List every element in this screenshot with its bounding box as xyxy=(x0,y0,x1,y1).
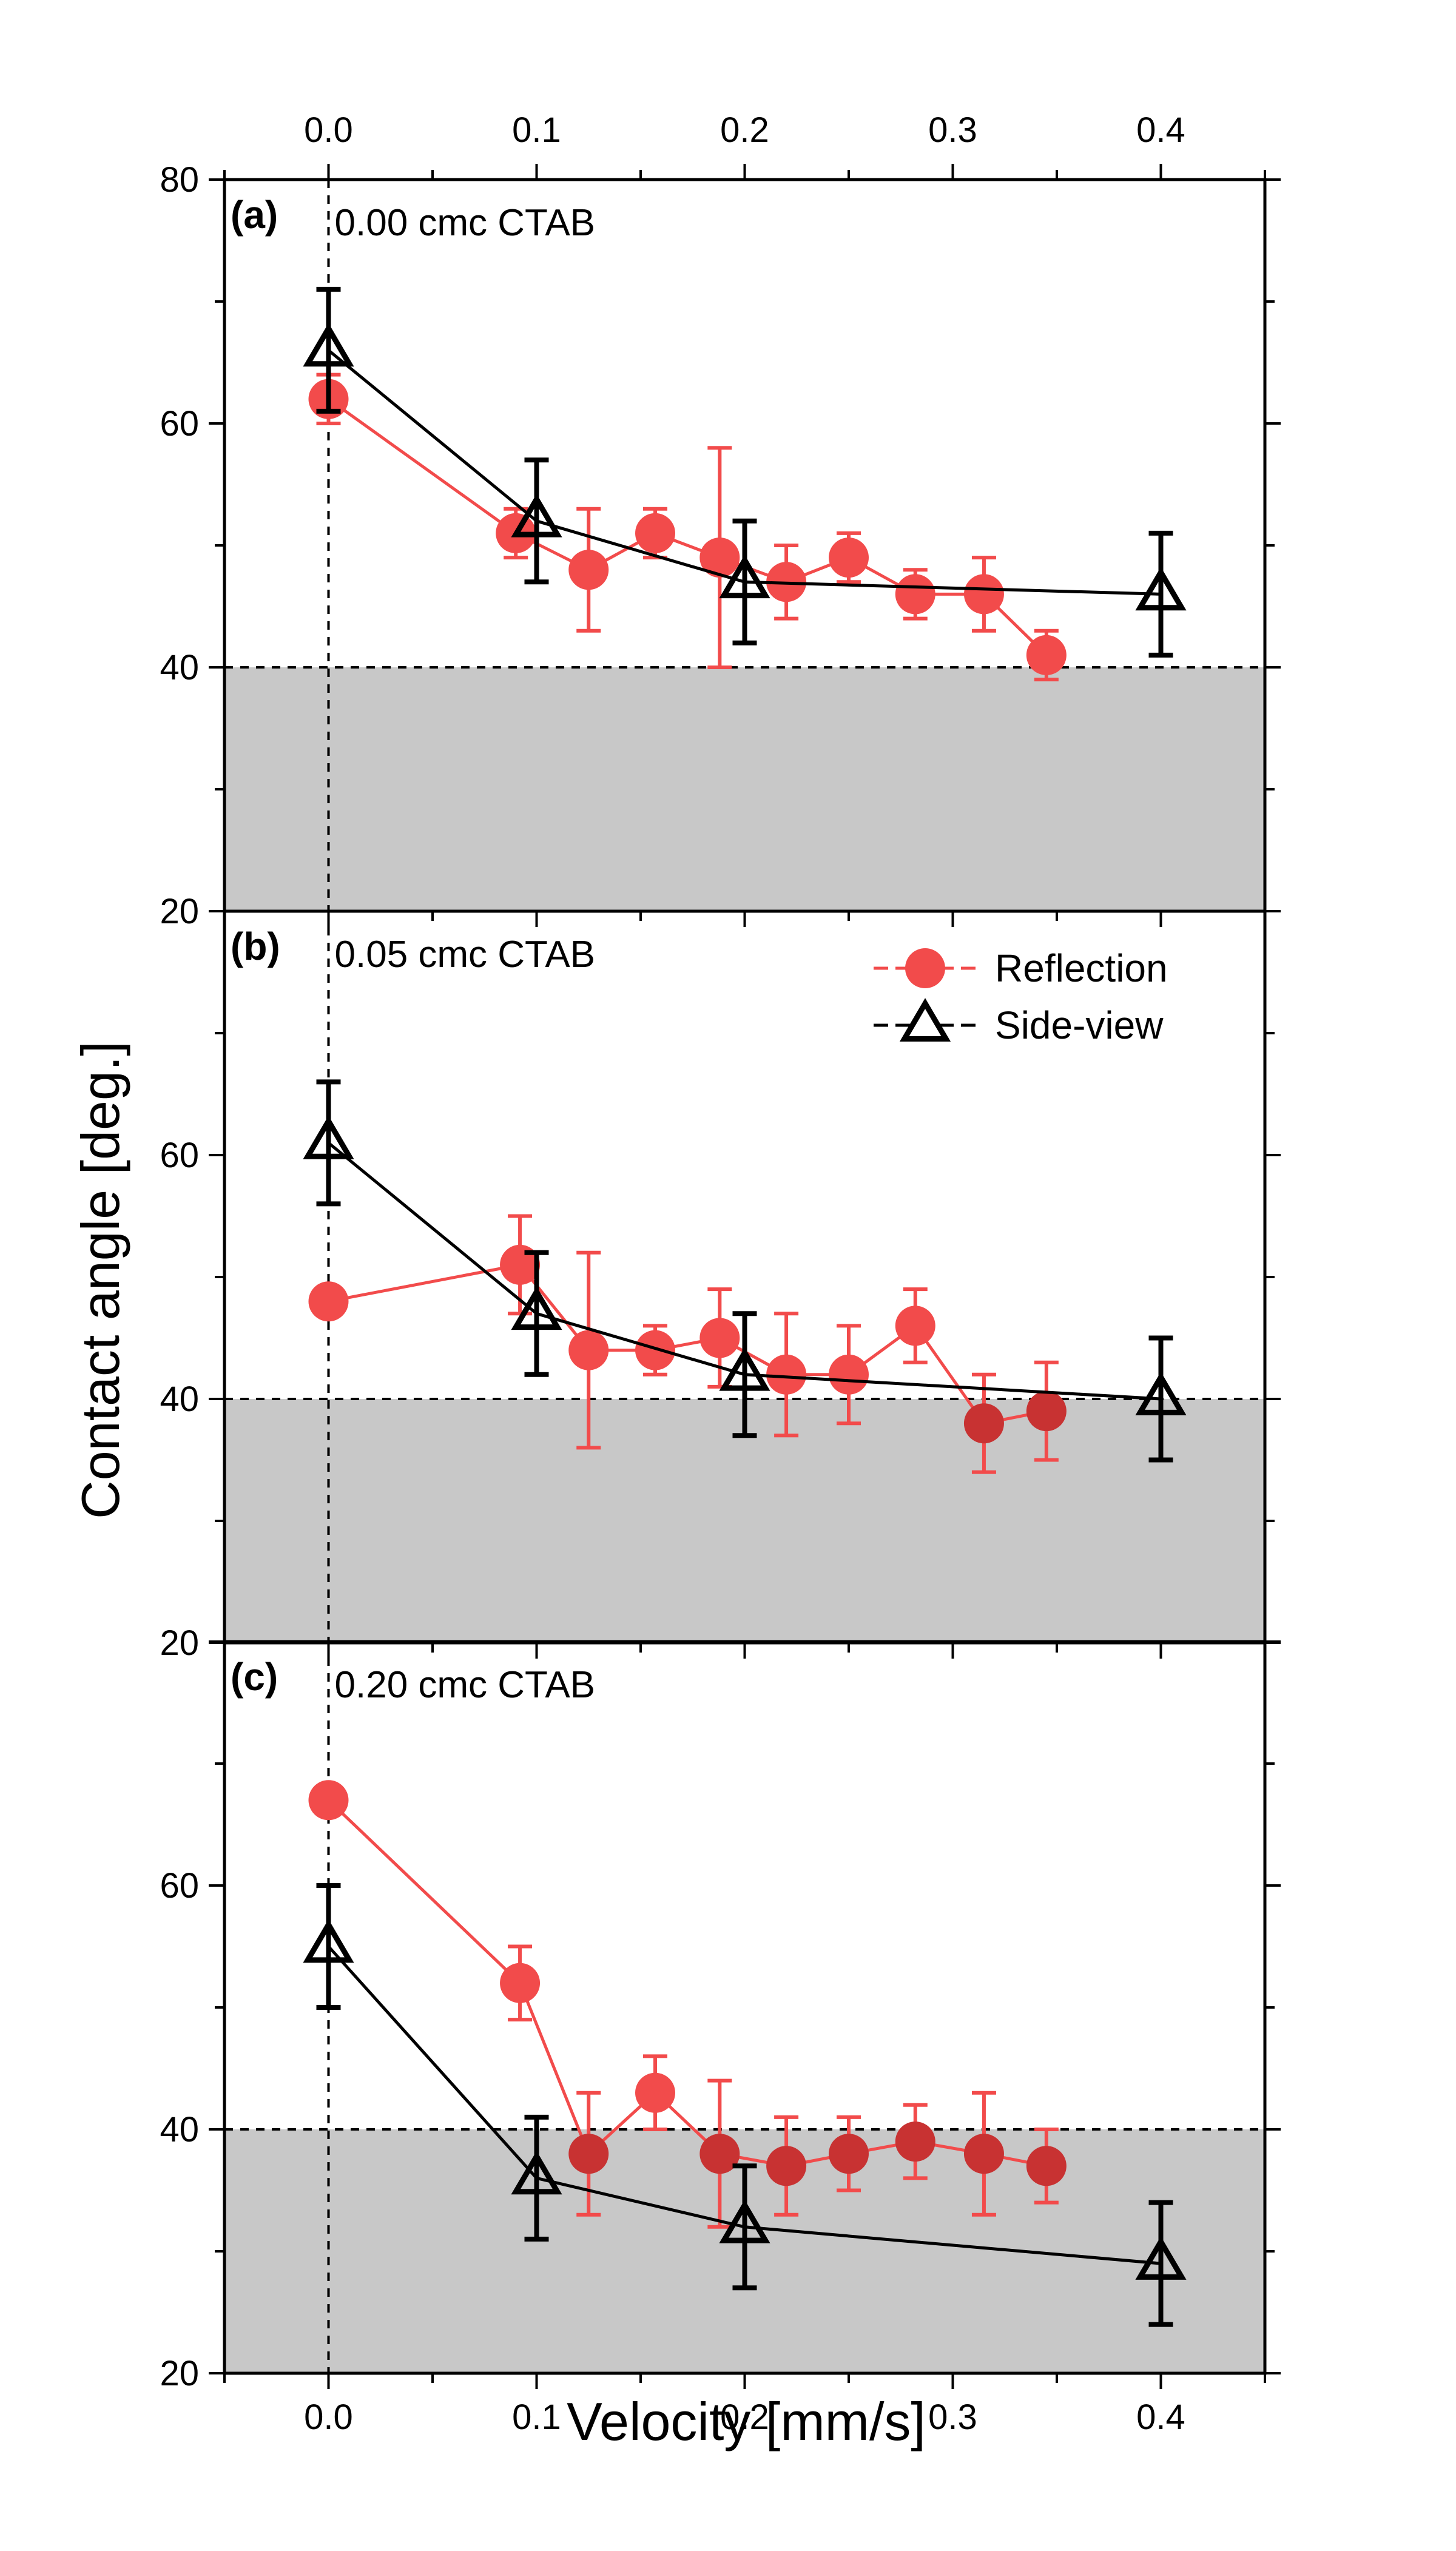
legend-side-view-label: Side-view xyxy=(995,1003,1164,1047)
panel-frame xyxy=(223,1640,1267,2375)
y-tick-label: 40 xyxy=(160,648,199,687)
top-x-tick-labels: 0.0 0.1 0.2 0.3 0.4 xyxy=(304,110,1185,150)
x-tick-label-top: 0.1 xyxy=(512,110,561,150)
x-tick-label: 0.1 xyxy=(512,2398,561,2437)
reflection-point xyxy=(963,1403,1004,1444)
panel-1: 20 40 60 80 (a) 0.00 cmc CTAB xyxy=(160,160,1281,931)
reflection-point xyxy=(308,1780,349,1821)
reflection-point xyxy=(963,2134,1004,2174)
series-line xyxy=(327,1141,1161,1401)
legend-reflection-marker xyxy=(905,948,945,988)
x-tick-label-top: 0.0 xyxy=(304,110,353,150)
y-tick-label: 60 xyxy=(160,1136,199,1175)
series-line xyxy=(327,349,1161,596)
side-view-point xyxy=(303,1116,354,1159)
reflection-point xyxy=(895,2121,935,2162)
series-side-view xyxy=(303,286,1187,658)
side-view-point xyxy=(303,1919,354,1963)
legend-side-view-marker xyxy=(899,998,951,1042)
y-axis-title: Contact angle [deg.] xyxy=(70,1041,130,1519)
y-tick-label: 60 xyxy=(160,1866,199,1906)
y-tick-label: 20 xyxy=(160,2354,199,2393)
panel-3: 20 40 60 (c) 0.20 cmc CTAB xyxy=(160,1640,1281,2393)
panel-tag: (b) xyxy=(231,925,280,968)
x-tick-label: 0.3 xyxy=(928,2398,977,2437)
x-tick-label-top: 0.4 xyxy=(1136,110,1185,150)
y-tick-label: 60 xyxy=(160,404,199,443)
panel-tag: (a) xyxy=(231,193,278,237)
reflection-point xyxy=(635,513,676,553)
reflection-point xyxy=(895,1306,935,1346)
y-tick-label: 40 xyxy=(160,1380,199,1419)
series-reflection xyxy=(308,1214,1067,1474)
series-reflection xyxy=(308,372,1067,682)
y-tick-label: 40 xyxy=(160,2110,199,2149)
side-view-point xyxy=(1135,1372,1187,1415)
side-view-point xyxy=(303,323,354,367)
x-tick-label: 0.4 xyxy=(1136,2398,1185,2437)
series-line xyxy=(327,1799,1047,2168)
y-tick-label: 20 xyxy=(160,892,199,931)
side-view-point xyxy=(719,2199,770,2243)
panel-note: 0.20 cmc CTAB xyxy=(335,1664,596,1706)
y-tick-label: 80 xyxy=(160,160,199,200)
x-tick-label-top: 0.2 xyxy=(720,110,769,150)
series-reflection xyxy=(308,1780,1067,2229)
reflection-point xyxy=(766,1354,807,1395)
axis-titles: Velocity [mm/s] Contact angle [deg.] xyxy=(70,1041,926,2452)
panel-note: 0.00 cmc CTAB xyxy=(335,202,596,244)
series-line xyxy=(328,1263,1047,1425)
side-view-point xyxy=(719,1347,770,1391)
y-tick-label: 20 xyxy=(160,1623,199,1663)
reflection-point xyxy=(635,2072,676,2113)
shaded-region xyxy=(224,1399,1265,1643)
reflection-point xyxy=(500,1963,541,2003)
legend: Reflection Side-view xyxy=(874,946,1168,1047)
side-view-point xyxy=(1135,2236,1187,2280)
reflection-point xyxy=(1026,2146,1067,2186)
panel-note: 0.05 cmc CTAB xyxy=(335,934,596,976)
side-view-point xyxy=(1135,567,1187,611)
x-tick-label-top: 0.3 xyxy=(928,110,977,150)
reflection-point xyxy=(963,574,1004,615)
reflection-point xyxy=(699,1318,740,1358)
series-side-view xyxy=(303,1883,1187,2327)
reflection-point xyxy=(766,2146,807,2186)
reflection-point xyxy=(568,1330,609,1370)
reflection-point xyxy=(308,1281,349,1322)
reflection-point xyxy=(699,537,740,578)
chart-panels: 20 40 60 80 (a) 0.00 cmc CTAB 20 40 60 (b) 0.05 cm… xyxy=(160,160,1281,2437)
side-view-point xyxy=(511,2151,562,2195)
x-tick-label: 0.2 xyxy=(720,2398,769,2437)
legend-reflection-label: Reflection xyxy=(995,946,1168,990)
reflection-point xyxy=(895,574,935,615)
reflection-point xyxy=(1026,635,1067,675)
panel-tag: (c) xyxy=(231,1655,278,1699)
panel-2: 20 40 60 (b) 0.05 cmc CTAB xyxy=(160,909,1281,1663)
series-side-view xyxy=(303,1079,1187,1463)
reflection-point xyxy=(699,2134,740,2174)
side-view-point xyxy=(719,554,770,599)
reflection-point xyxy=(635,1330,676,1370)
shaded-region xyxy=(224,667,1265,911)
x-axis-title: Velocity [mm/s] xyxy=(567,2391,926,2452)
reflection-point xyxy=(829,537,869,578)
reflection-point xyxy=(1026,1391,1067,1432)
reflection-point xyxy=(829,2134,869,2174)
reflection-point xyxy=(568,550,609,590)
reflection-point xyxy=(568,2134,609,2174)
x-tick-label: 0.0 xyxy=(304,2398,353,2437)
side-view-point xyxy=(511,1286,562,1330)
series-line xyxy=(327,1945,1161,2265)
reflection-point xyxy=(829,1354,869,1395)
side-view-point xyxy=(511,493,562,537)
